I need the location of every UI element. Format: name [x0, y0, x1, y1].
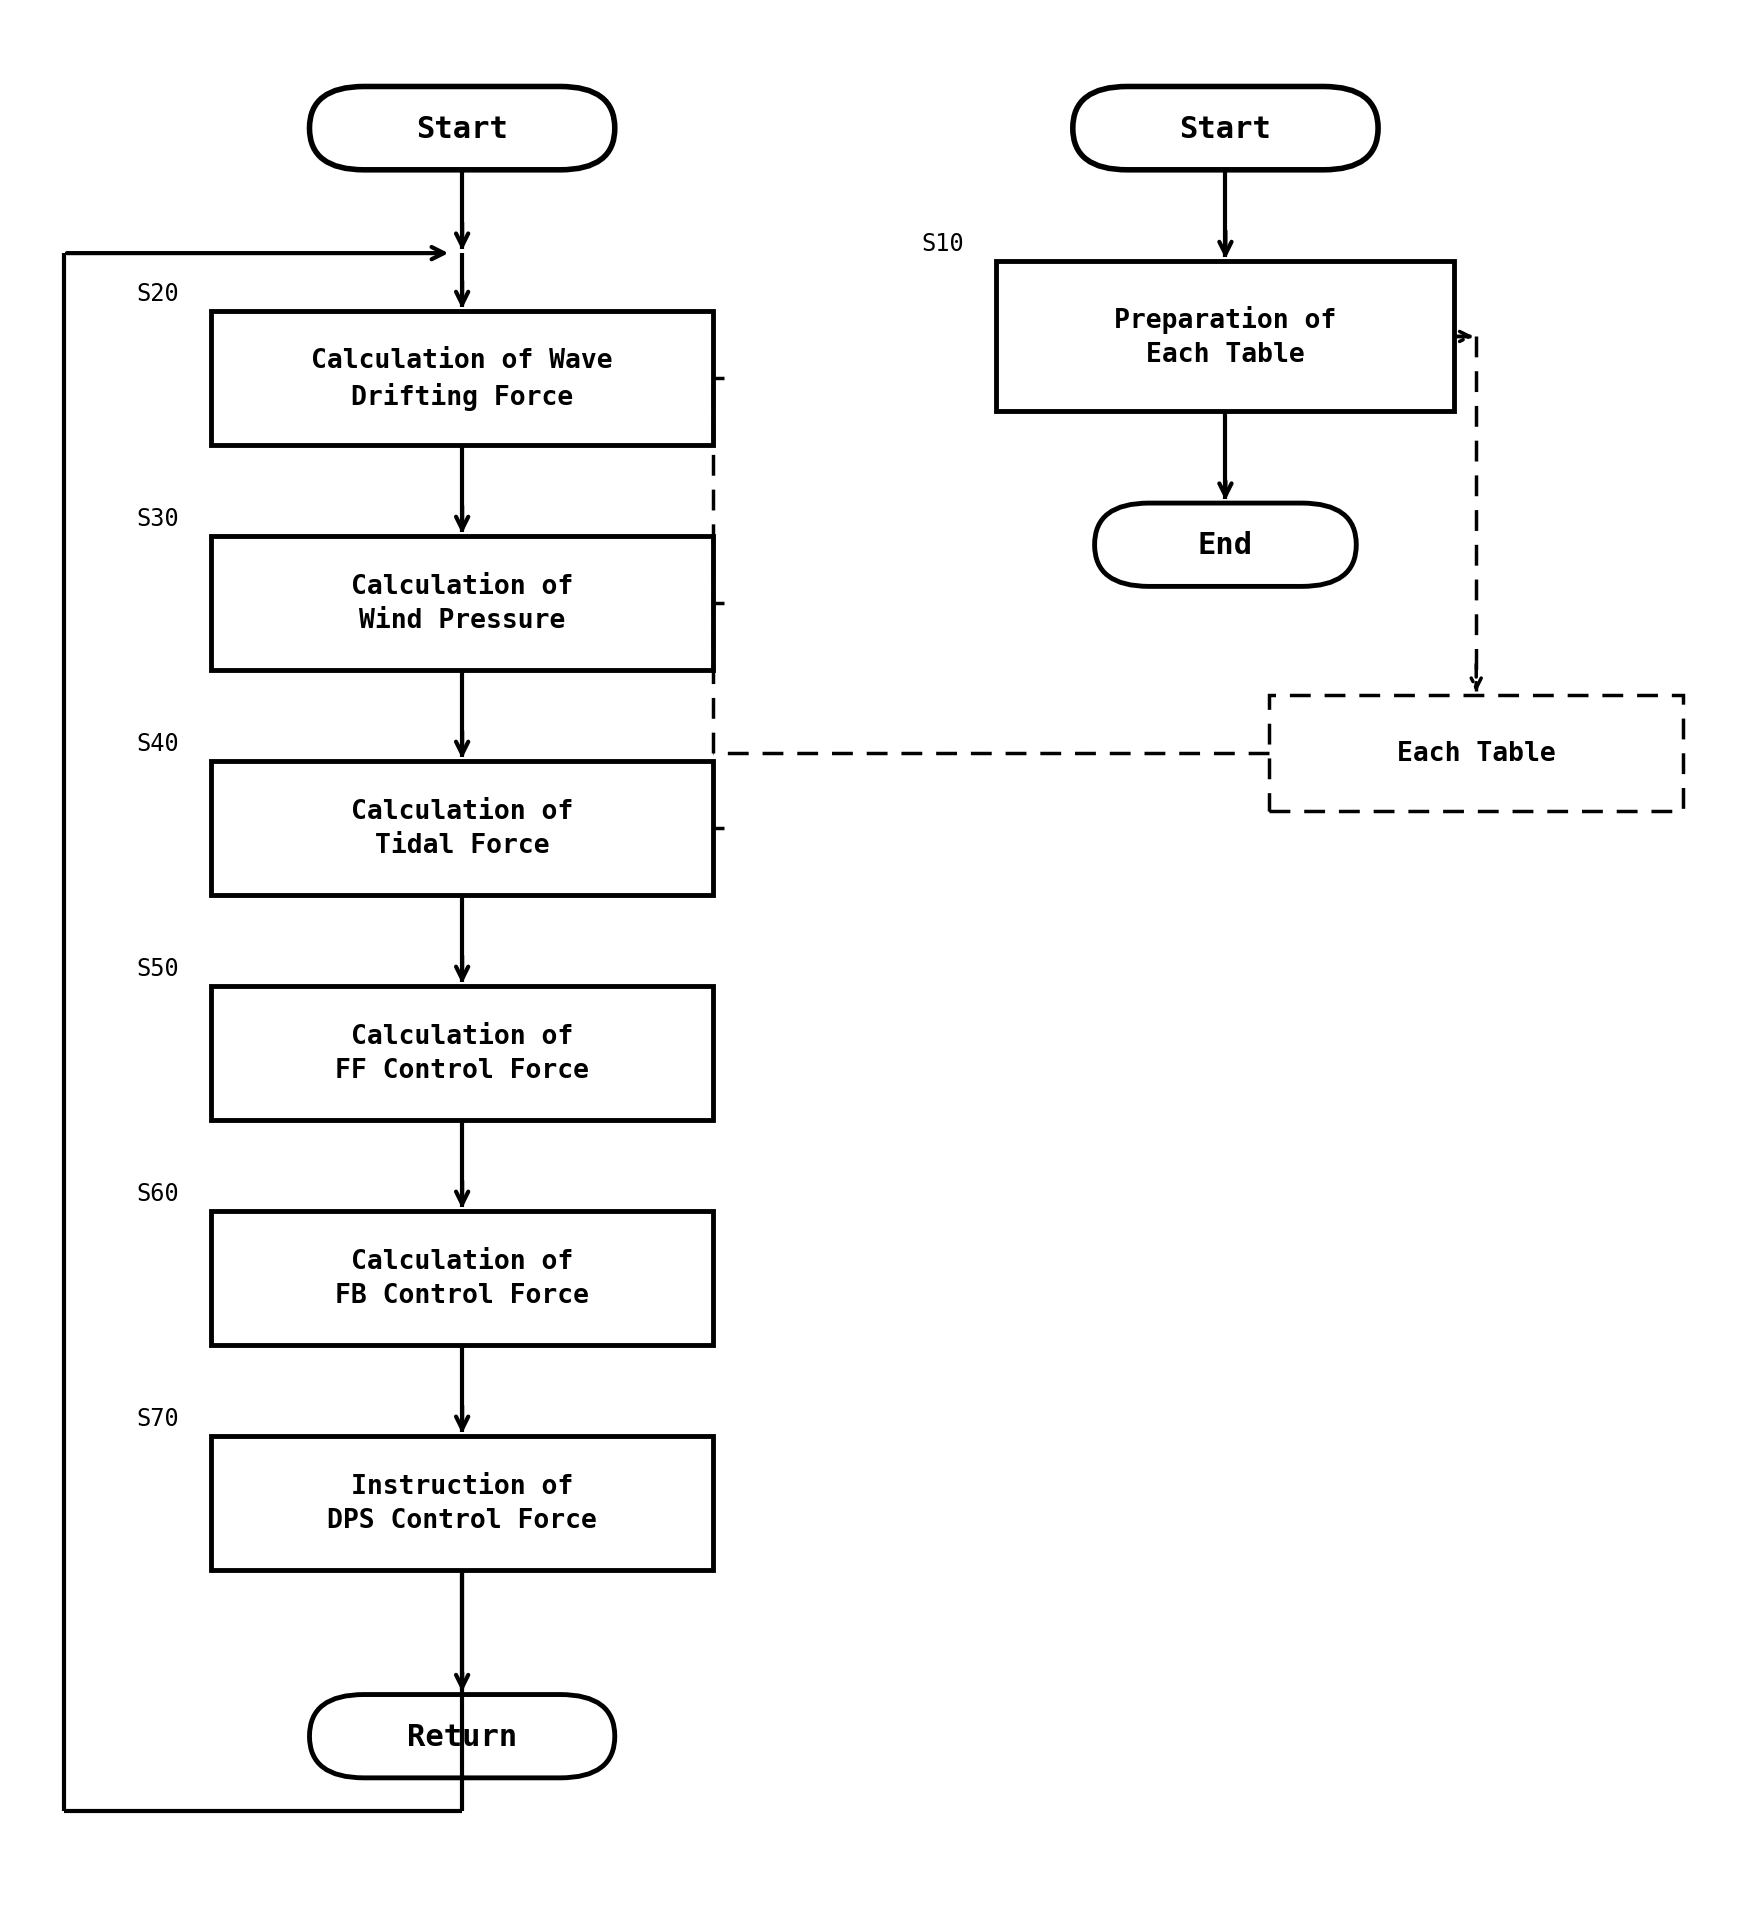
Text: Start: Start	[415, 114, 508, 143]
Bar	[996, 263, 1455, 412]
Text: S60: S60	[137, 1180, 179, 1205]
Text: Preparation of
Each Table: Preparation of Each Table	[1115, 307, 1336, 368]
Bar	[1269, 696, 1683, 812]
Bar	[212, 986, 713, 1119]
Text: S40: S40	[137, 730, 179, 755]
Text: S50: S50	[137, 955, 179, 980]
Text: Calculation of
Wind Pressure: Calculation of Wind Pressure	[351, 574, 573, 633]
Text: Calculation of Wave
Drifting Force: Calculation of Wave Drifting Force	[312, 347, 614, 410]
Text: Return: Return	[407, 1722, 517, 1751]
Bar	[212, 1436, 713, 1569]
Text: Calculation of
FB Control Force: Calculation of FB Control Force	[335, 1249, 589, 1308]
Text: Calculation of
FF Control Force: Calculation of FF Control Force	[335, 1024, 589, 1083]
Bar	[212, 1211, 713, 1344]
Bar	[212, 538, 713, 671]
Text: S20: S20	[137, 282, 179, 305]
Text: S30: S30	[137, 507, 179, 530]
FancyBboxPatch shape	[310, 88, 615, 172]
Text: Each Table: Each Table	[1397, 740, 1555, 767]
FancyBboxPatch shape	[310, 1695, 615, 1777]
Text: Start: Start	[1180, 114, 1271, 143]
FancyBboxPatch shape	[1094, 503, 1357, 587]
Text: Calculation of
Tidal Force: Calculation of Tidal Force	[351, 799, 573, 858]
Bar	[212, 763, 713, 894]
Text: S70: S70	[137, 1405, 179, 1430]
Text: End: End	[1197, 530, 1253, 561]
Text: S10: S10	[920, 231, 964, 256]
Bar	[212, 313, 713, 446]
FancyBboxPatch shape	[1073, 88, 1378, 172]
Text: Instruction of
DPS Control Force: Instruction of DPS Control Force	[328, 1472, 598, 1533]
